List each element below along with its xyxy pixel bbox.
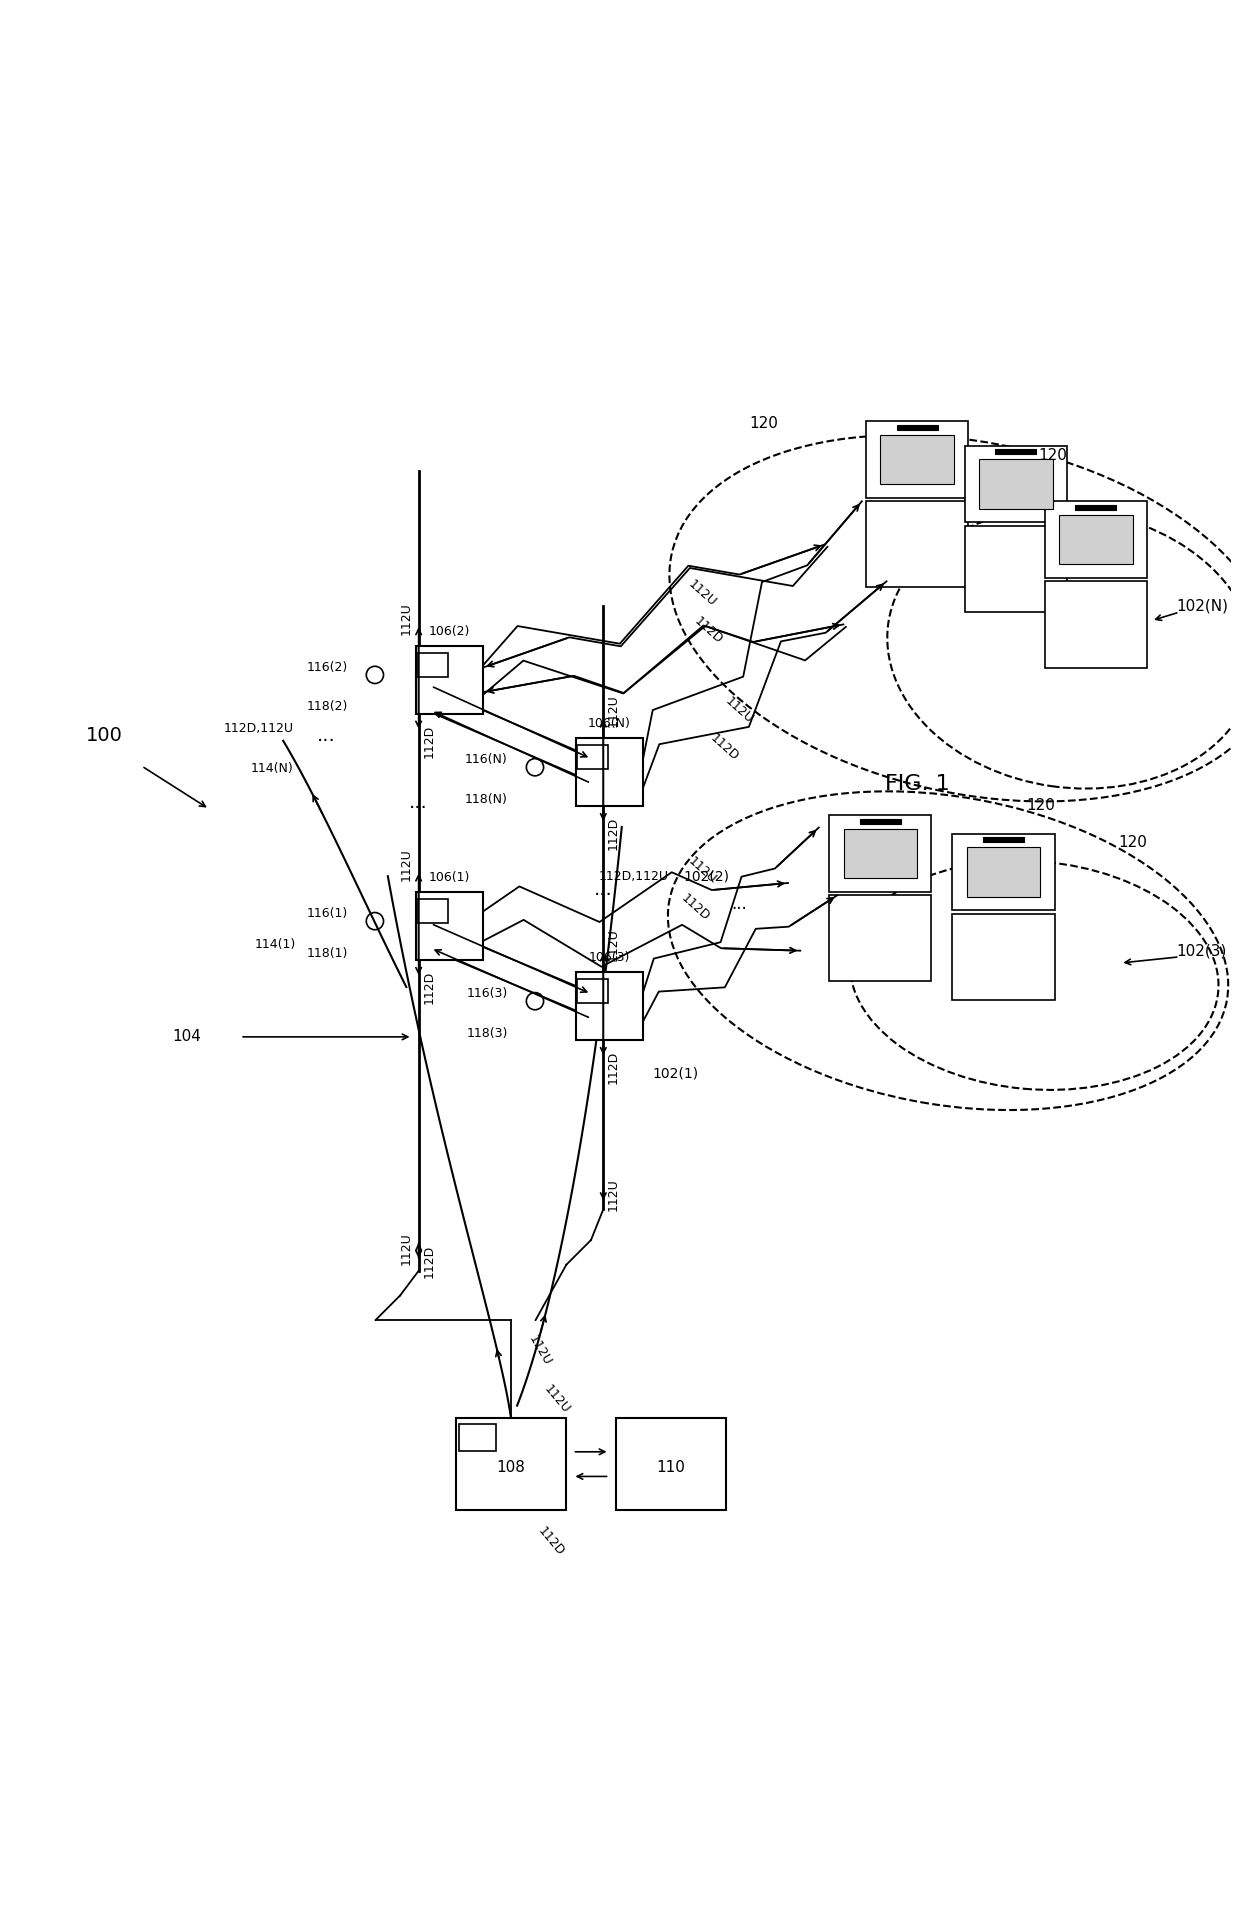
Text: 106(3): 106(3) (589, 951, 630, 963)
Text: 112U: 112U (722, 695, 755, 726)
Bar (459, 1423, 496, 1450)
Bar (965, 447, 1066, 522)
Bar (578, 978, 608, 1003)
Text: ...: ... (730, 896, 746, 913)
Text: 114(N): 114(N) (250, 763, 293, 774)
Text: 112D: 112D (423, 971, 435, 1003)
Text: 112D: 112D (707, 732, 740, 763)
Bar (830, 815, 931, 892)
Text: 112D: 112D (691, 614, 724, 647)
Text: 112U: 112U (686, 578, 718, 609)
Text: 112U: 112U (526, 1333, 553, 1367)
Text: 112U: 112U (399, 1233, 413, 1265)
Text: 112D,112U: 112D,112U (223, 722, 294, 736)
Text: 106(1): 106(1) (429, 871, 470, 884)
Text: 112U: 112U (608, 928, 620, 961)
Bar (980, 458, 1053, 508)
Text: 104: 104 (172, 1028, 201, 1044)
Bar (843, 828, 918, 878)
Bar (880, 435, 954, 485)
Bar (578, 745, 608, 768)
Text: 108: 108 (496, 1460, 526, 1475)
Text: 112U: 112U (399, 603, 413, 636)
Text: 102(2): 102(2) (683, 871, 729, 884)
Bar (1075, 505, 1116, 510)
Bar (1045, 501, 1147, 578)
Text: FIG. 1: FIG. 1 (885, 774, 950, 794)
Text: 112U: 112U (686, 855, 718, 886)
Text: 112D: 112D (608, 1052, 620, 1084)
Bar (867, 501, 968, 587)
Text: 116(3): 116(3) (466, 988, 508, 1000)
Text: 106(N): 106(N) (588, 716, 631, 730)
Text: 116(1): 116(1) (306, 907, 348, 921)
Text: 112U: 112U (542, 1383, 573, 1416)
Bar (965, 526, 1066, 612)
Text: 102(1): 102(1) (652, 1067, 698, 1080)
Text: 112D,112U: 112D,112U (599, 871, 670, 882)
Bar (415, 892, 484, 959)
Text: 114(1): 114(1) (254, 938, 295, 951)
Text: 120: 120 (1025, 797, 1055, 813)
Text: 120: 120 (1038, 449, 1068, 464)
Text: 112D: 112D (680, 892, 712, 924)
Text: 116(N): 116(N) (465, 753, 508, 767)
Bar (1059, 514, 1132, 564)
Bar (615, 1418, 727, 1510)
Bar (952, 913, 1054, 1000)
Text: 112U: 112U (399, 847, 413, 880)
Text: 100: 100 (87, 726, 123, 745)
Bar (415, 645, 484, 715)
Text: 110: 110 (657, 1460, 686, 1475)
Bar (897, 424, 937, 429)
Bar (867, 422, 968, 497)
Text: 102(3): 102(3) (1176, 944, 1226, 959)
Text: ...: ... (409, 794, 428, 813)
Bar (575, 738, 644, 805)
Text: 112D: 112D (608, 817, 620, 851)
Bar (830, 896, 931, 982)
Bar (952, 834, 1054, 911)
Text: 112U: 112U (608, 1179, 620, 1211)
Text: 106(2): 106(2) (429, 624, 470, 638)
Text: 118(1): 118(1) (306, 948, 348, 959)
Text: 120: 120 (1118, 834, 1147, 849)
Text: 120: 120 (749, 416, 777, 431)
Text: 118(3): 118(3) (466, 1027, 508, 1040)
Text: 118(2): 118(2) (306, 701, 348, 713)
Bar (1045, 582, 1147, 668)
Text: 112D: 112D (536, 1523, 567, 1558)
Text: 112D: 112D (423, 1244, 435, 1277)
Bar (417, 899, 448, 923)
Bar (417, 653, 448, 676)
Text: 102(N): 102(N) (1176, 599, 1228, 614)
Bar (455, 1418, 567, 1510)
Text: 112D: 112D (423, 724, 435, 759)
Text: 118(N): 118(N) (465, 794, 508, 805)
Bar (967, 847, 1040, 898)
Text: ...: ... (594, 880, 613, 899)
Bar (983, 838, 1024, 842)
Text: ...: ... (317, 726, 336, 745)
Bar (575, 973, 644, 1040)
Text: 116(2): 116(2) (306, 661, 348, 674)
Bar (859, 819, 900, 824)
Bar (996, 449, 1037, 455)
Text: 112U: 112U (608, 693, 620, 726)
